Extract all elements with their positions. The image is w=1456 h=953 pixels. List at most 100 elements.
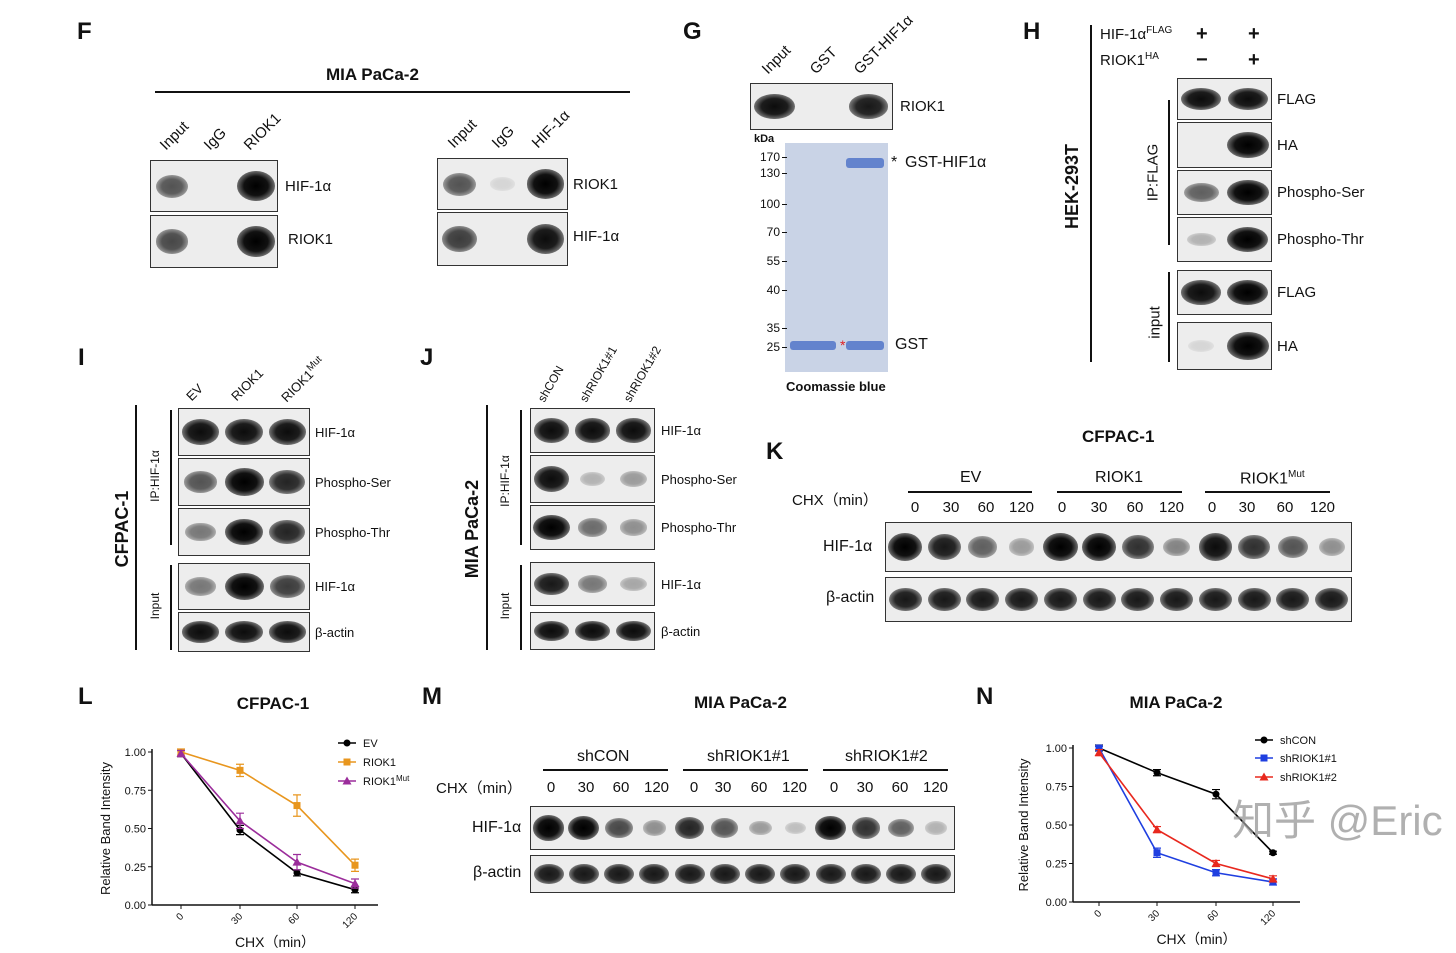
time-label: 0	[1207, 499, 1217, 516]
blot-label: FLAG	[1277, 284, 1317, 301]
protein-band	[815, 864, 846, 884]
kda-marker: 40	[766, 283, 780, 297]
kda-tick	[782, 173, 787, 174]
protein-band	[1238, 534, 1270, 560]
western-blot	[1177, 217, 1272, 262]
y-axis-label: Relative Band Intensity	[98, 762, 113, 895]
western-blot	[885, 522, 1352, 572]
band-label-gst-hif: GST-HIF1α	[905, 154, 987, 171]
western-blot	[1177, 270, 1272, 315]
protein-band	[155, 229, 189, 254]
data-point	[1269, 849, 1277, 857]
protein-band	[568, 815, 600, 841]
time-label: 60	[612, 779, 630, 796]
time-label: 30	[714, 779, 732, 796]
chart-title: CFPAC-1	[237, 694, 309, 713]
protein-band	[533, 418, 570, 443]
western-blot	[530, 505, 655, 550]
protein-band	[224, 573, 264, 600]
protein-band	[237, 226, 275, 257]
protein-band	[927, 587, 961, 612]
protein-band	[888, 818, 915, 838]
blot-label: HIF-1α	[472, 819, 522, 836]
series-line	[180, 753, 356, 891]
protein-band	[1227, 226, 1269, 253]
panel-letter-k: K	[766, 438, 784, 465]
time-label: 30	[942, 499, 960, 516]
blot-label: β-actin	[826, 589, 875, 606]
protein-band	[1008, 538, 1035, 556]
protein-band	[533, 466, 570, 492]
series-line	[180, 753, 356, 885]
time-label: 120	[1159, 499, 1185, 516]
protein-band	[574, 418, 611, 443]
bracket-line	[520, 565, 522, 650]
protein-band	[1278, 535, 1308, 559]
blot-label: FLAG	[1277, 90, 1317, 108]
protein-band	[1163, 537, 1190, 557]
y-tick-label: 0.00	[125, 900, 146, 912]
western-blot	[530, 612, 655, 650]
western-blot	[178, 563, 310, 610]
protein-band	[615, 418, 652, 443]
blot-label: β-actin	[315, 624, 355, 640]
protein-band	[754, 93, 795, 120]
divider-line	[486, 405, 488, 650]
western-blot	[178, 458, 310, 506]
protein-band	[533, 514, 570, 541]
protein-band	[1082, 587, 1116, 612]
panel-letter-g: G	[683, 18, 702, 45]
x-axis-label: CHX（min）	[235, 934, 315, 950]
series-line	[1098, 752, 1274, 880]
panel-letter-i: I	[78, 344, 85, 371]
protein-band	[674, 816, 705, 840]
condition-value: +	[1196, 23, 1208, 45]
band-asterisk: *	[891, 154, 898, 171]
protein-band	[490, 177, 515, 191]
protein-band	[888, 533, 923, 561]
time-label: 0	[829, 779, 839, 796]
group-line	[823, 769, 948, 771]
protein-band	[851, 817, 881, 839]
protein-band	[784, 821, 806, 835]
blot-label: RIOK1	[288, 231, 334, 248]
blot-label: HIF-1α	[285, 178, 332, 195]
panel-letter-m: M	[422, 683, 442, 710]
data-point	[1211, 859, 1221, 867]
protein-band	[533, 864, 564, 884]
time-label: 60	[1276, 499, 1294, 516]
protein-band	[1227, 279, 1269, 306]
blot-label: HA	[1277, 337, 1298, 355]
blot-label: Phospho-Ser	[1277, 184, 1365, 201]
panel-letter-l: L	[78, 683, 93, 710]
protein-band	[577, 518, 608, 537]
blot-label: HA	[1277, 136, 1298, 154]
protein-band	[526, 224, 565, 254]
time-label: 120	[782, 779, 808, 796]
divider-line	[1090, 25, 1092, 362]
group-label: shRIOK1#1	[707, 748, 790, 765]
condition-label: RIOK1HA	[1100, 51, 1159, 69]
protein-band	[620, 470, 647, 488]
protein-band	[927, 533, 961, 561]
kda-marker: 130	[759, 166, 780, 180]
protein-band	[1226, 131, 1269, 159]
panel-f-title: MIA PaCa-2	[326, 65, 419, 84]
protein-band	[443, 172, 476, 196]
bracket-line	[1168, 272, 1170, 362]
protein-band	[604, 864, 635, 884]
x-axis-label: CHX（min）	[1156, 931, 1236, 947]
western-blot	[1177, 122, 1272, 168]
protein-band	[886, 864, 917, 884]
chx-label: CHX（min）	[436, 780, 522, 797]
protein-band	[968, 536, 998, 558]
time-label: 0	[1057, 499, 1067, 516]
protein-band	[185, 577, 216, 596]
protein-band	[181, 621, 220, 643]
legend-label: RIOK1	[363, 757, 396, 769]
protein-band	[620, 576, 647, 592]
coomassie-gel	[785, 143, 888, 372]
band-label-gst: GST	[895, 336, 928, 353]
gel-caption: Coomassie blue	[786, 379, 886, 394]
protein-band	[815, 815, 847, 841]
